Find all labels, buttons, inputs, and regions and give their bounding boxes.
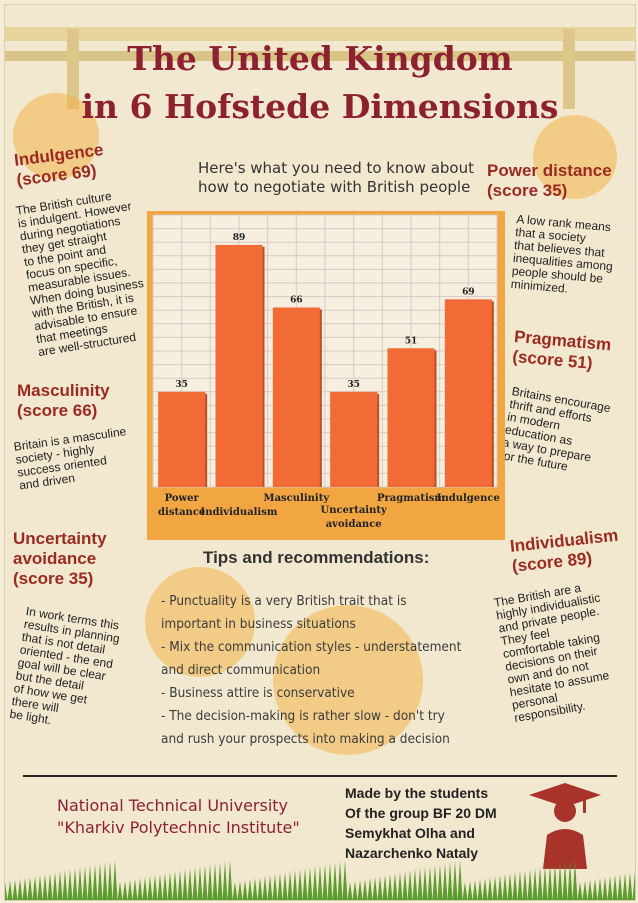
category-label: Pragmatism bbox=[377, 493, 445, 504]
tip-line: important in business situations bbox=[161, 616, 356, 632]
page-subtitle: in 6 Hofstede Dimensions bbox=[81, 87, 559, 126]
university-line: "Kharkiv Polytechnic Institute" bbox=[57, 818, 300, 837]
pragmatism-heading: Pragmatism (score 51) bbox=[512, 327, 612, 375]
category-label: avoidance bbox=[326, 519, 382, 530]
category-label: Individualism bbox=[201, 507, 278, 518]
tip-line: - Business attire is conservative bbox=[161, 685, 355, 701]
power-heading: Power distance (score 35) bbox=[487, 161, 612, 201]
heading-line: Uncertainty bbox=[13, 529, 107, 548]
value-label: 69 bbox=[462, 287, 475, 297]
uncertainty-heading: Uncertainty avoidance (score 35) bbox=[13, 529, 107, 589]
decor-circle bbox=[533, 115, 617, 199]
uncertainty-text: In work terms this results in planning t… bbox=[9, 604, 156, 741]
bar-pragmatism bbox=[387, 348, 435, 487]
category-label: Masculinity bbox=[264, 493, 331, 504]
heading-line: avoidance bbox=[13, 549, 97, 568]
masculinity-heading: Masculinity (score 66) bbox=[17, 381, 110, 421]
tip-line: - Mix the communication styles - underst… bbox=[161, 639, 462, 655]
author-line: Semykhat Olha and bbox=[345, 825, 475, 841]
decor-circle bbox=[13, 93, 99, 179]
tip-line: and rush your prospects into making a de… bbox=[161, 731, 450, 747]
bar-individualism bbox=[215, 244, 263, 487]
heading-line: Power distance bbox=[487, 161, 612, 180]
category-label: Uncertainty bbox=[321, 505, 388, 516]
heading-line: (score 35) bbox=[487, 181, 568, 200]
graduate-icon bbox=[529, 783, 601, 869]
tips-title: Tips and recommendations: bbox=[203, 548, 430, 567]
category-label: Indulgence bbox=[437, 493, 500, 504]
decor-circle bbox=[273, 605, 423, 755]
top-band bbox=[5, 27, 635, 41]
intro-line: how to negotiate with British people bbox=[198, 178, 471, 196]
bar-power-distance bbox=[158, 391, 206, 487]
heading-line: Masculinity bbox=[17, 381, 110, 400]
category-label: distance bbox=[158, 507, 205, 518]
footer-divider bbox=[23, 775, 617, 777]
value-label: 89 bbox=[233, 233, 246, 243]
page-title: The United Kingdom bbox=[127, 39, 513, 78]
bar-uncertainty-avoidance bbox=[330, 391, 378, 487]
intro-text: Here's what you need to know about how t… bbox=[198, 159, 474, 197]
decor-post bbox=[563, 29, 575, 109]
bar-masculinity bbox=[272, 307, 320, 487]
university-line: National Technical University bbox=[57, 796, 289, 815]
value-label: 35 bbox=[175, 380, 188, 390]
heading-line: (score 35) bbox=[13, 569, 94, 588]
authors: Made by the students Of the group BF 20 … bbox=[345, 783, 497, 863]
individualism-text: The British are a highly individualistic… bbox=[493, 575, 635, 725]
value-label: 51 bbox=[405, 336, 418, 346]
individualism-heading: Individualism (score 89) bbox=[509, 526, 621, 577]
tip-line: and direct communication bbox=[161, 662, 321, 678]
grass-decoration bbox=[5, 860, 635, 900]
decor-post bbox=[67, 29, 79, 109]
intro-line: Here's what you need to know about bbox=[198, 159, 474, 177]
poster: The United Kingdom in 6 Hofstede Dimensi… bbox=[4, 4, 636, 901]
chart-panel: 35 89 66 35 51 69 Power distance Individualism M… bbox=[147, 211, 505, 540]
value-label: 35 bbox=[347, 380, 360, 390]
university: National Technical University "Kharkiv P… bbox=[57, 795, 300, 839]
category-label: Power bbox=[165, 493, 200, 504]
tip-line: - Punctuality is a very British trait th… bbox=[161, 593, 407, 609]
value-labels: 35 89 66 35 51 69 bbox=[175, 233, 474, 390]
masculinity-text: Britain is a masculine society - highly … bbox=[13, 422, 159, 492]
tip-line: - The decision-making is rather slow - d… bbox=[161, 708, 445, 724]
power-text: A low rank means that a society that bel… bbox=[510, 212, 628, 300]
bars bbox=[158, 244, 494, 487]
tips-list: - Punctuality is a very British trait th… bbox=[161, 590, 471, 751]
author-line: Made by the students bbox=[345, 785, 489, 801]
heading-line: (score 66) bbox=[17, 401, 98, 420]
author-line: Nazarchenko Nataly bbox=[345, 845, 479, 861]
bar-indulgence bbox=[444, 299, 492, 487]
top-band-2 bbox=[5, 51, 635, 61]
pragmatism-text: Britains encourage thrift and efforts in… bbox=[499, 384, 626, 482]
value-label: 66 bbox=[290, 295, 303, 305]
author-line: Of the group BF 20 DM bbox=[345, 805, 497, 821]
decor-circle bbox=[145, 567, 255, 677]
